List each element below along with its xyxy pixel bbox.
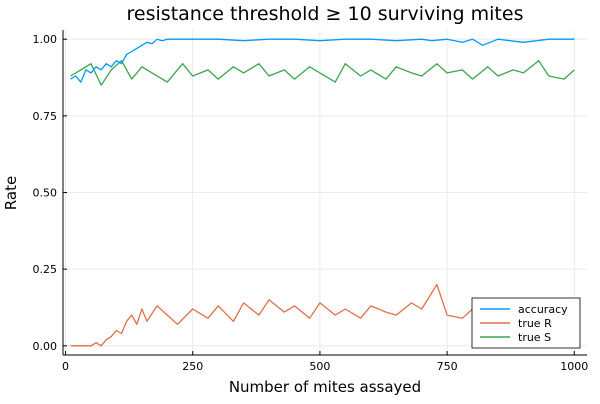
x-tick-label: 500: [309, 360, 330, 373]
y-tick-label: 0.25: [33, 263, 58, 276]
y-tick-label: 0.75: [33, 110, 58, 123]
x-tick-label: 1000: [560, 360, 588, 373]
legend-label-accuracy: accuracy: [518, 303, 568, 316]
x-tick-label: 250: [182, 360, 203, 373]
series-line-true-s: [70, 60, 575, 86]
chart-title: resistance threshold ≥ 10 surviving mite…: [127, 3, 524, 25]
axis-ticks: 0 250 500 750 1000 0.00 0.25 0.50 0.75 1.00: [33, 30, 588, 373]
y-axis-title: Rate: [2, 176, 20, 210]
x-tick-label: 0: [62, 360, 69, 373]
legend-label-true-s: true S: [518, 331, 551, 344]
legend-label-true-r: true R: [518, 317, 552, 330]
y-tick-label: 1.00: [33, 33, 58, 46]
series-line-accuracy: [70, 38, 575, 83]
x-axis-title: Number of mites assayed: [229, 378, 421, 396]
x-tick-label: 750: [437, 360, 458, 373]
y-tick-label: 0.00: [33, 340, 58, 353]
y-tick-label: 0.50: [33, 187, 58, 200]
